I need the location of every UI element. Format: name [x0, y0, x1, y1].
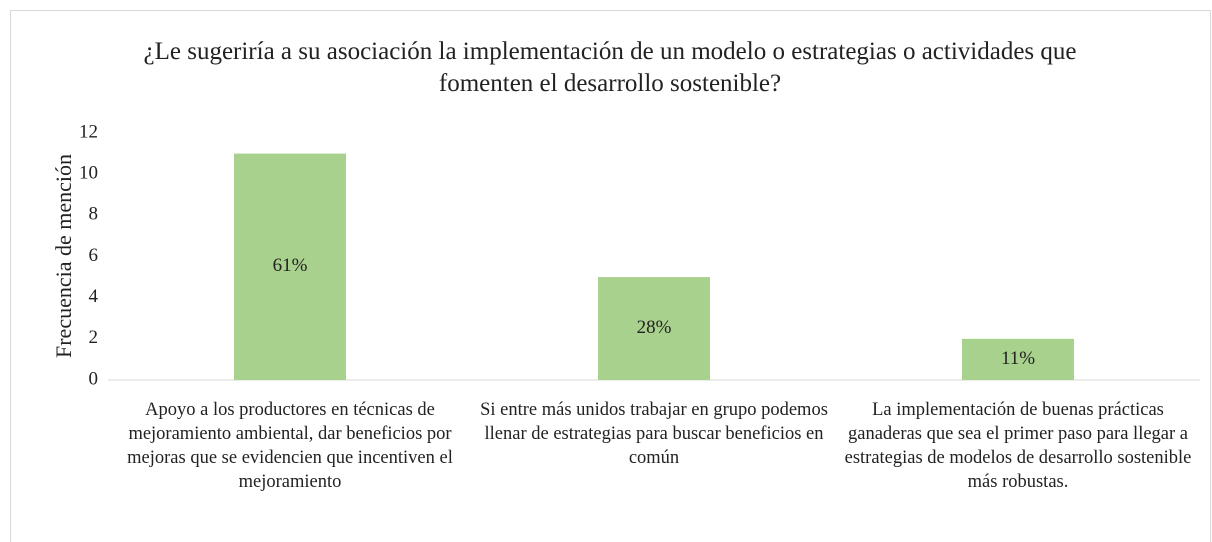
y-tick-label: 4 — [89, 286, 99, 307]
data-label: 11% — [1001, 348, 1035, 369]
bar — [234, 153, 346, 380]
y-tick-label: 2 — [89, 327, 99, 348]
y-tick-label: 0 — [89, 368, 99, 389]
y-tick-label: 6 — [89, 245, 99, 266]
y-axis-label: Frecuencia de mención — [51, 154, 76, 358]
y-tick-label: 8 — [89, 204, 99, 225]
x-tick-label: Si entre más unidos trabajar en grupo po… — [480, 400, 828, 468]
chart-title: ¿Le sugeriría a su asociación la impleme… — [143, 38, 1077, 97]
chart-border — [10, 10, 1211, 542]
x-tick-label: Apoyo a los productores en técnicas de m… — [127, 400, 453, 492]
y-tick-label: 12 — [79, 121, 98, 142]
data-label: 61% — [273, 255, 308, 276]
bar — [598, 277, 710, 380]
y-tick-label: 10 — [79, 163, 98, 184]
x-tick-label: La implementación de buenas prácticas ga… — [844, 400, 1192, 492]
bar — [962, 338, 1074, 380]
data-label: 28% — [637, 317, 672, 338]
